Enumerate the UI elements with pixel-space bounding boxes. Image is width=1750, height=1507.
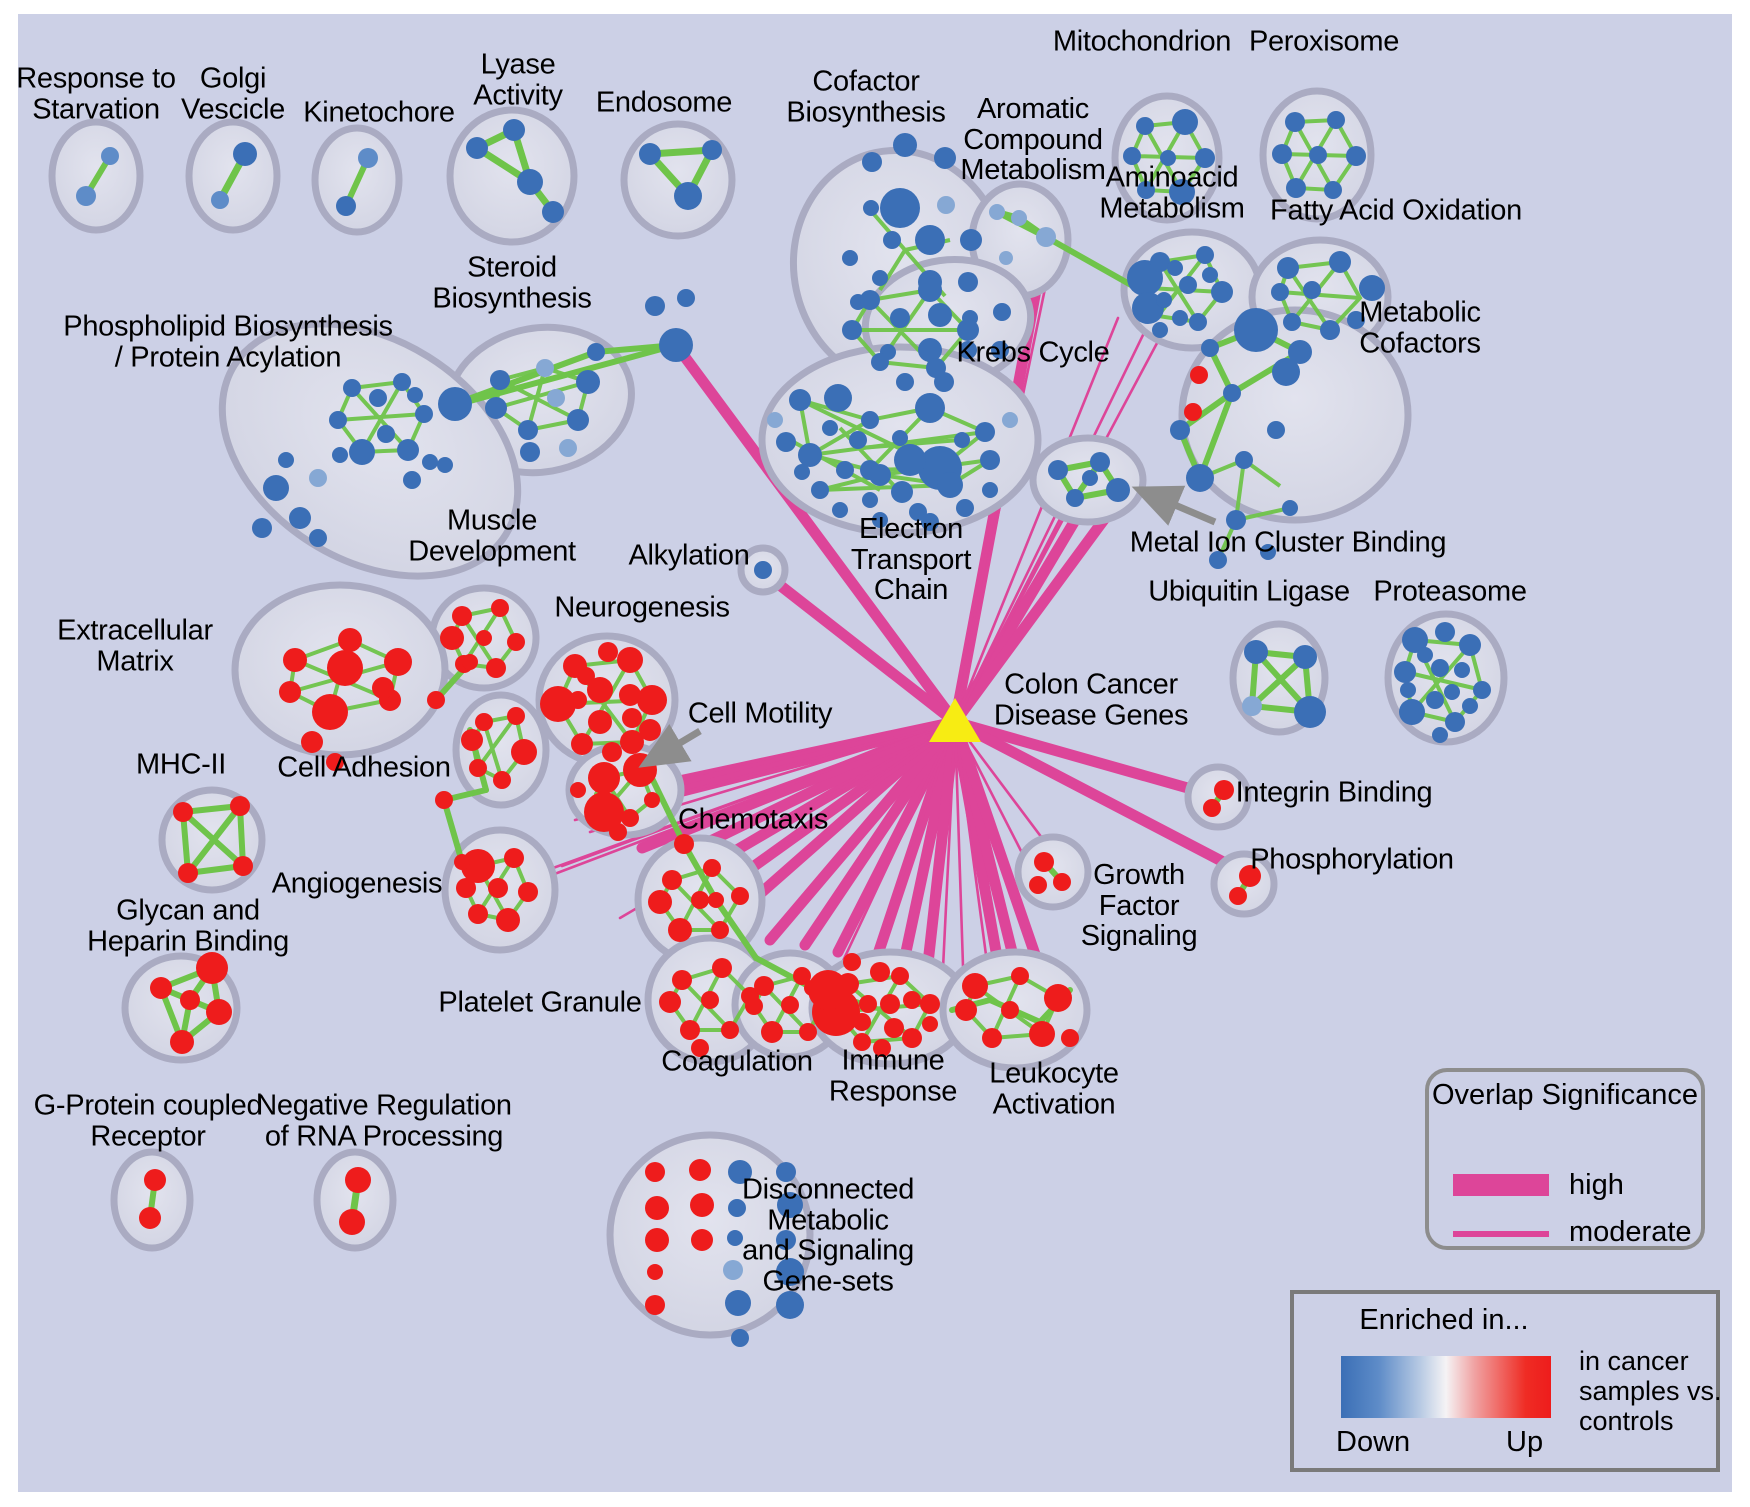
hub-label: Colon Cancer Disease Genes — [993, 668, 1189, 731]
legend-context-label: in cancer samples vs. controls — [1579, 1346, 1722, 1437]
cluster-label-extracellular-matrix: Extracellular Matrix — [57, 614, 213, 677]
legend-enriched-title: Enriched in... — [1359, 1304, 1529, 1336]
cluster-label-alkylation: Alkylation — [628, 539, 750, 572]
cluster-label-ubiquitin-ligase: Ubiquitin Ligase — [1148, 575, 1350, 608]
cluster-label-electron-transport-chain: Electron Transport Chain — [850, 512, 972, 607]
gene-set-nodes — [76, 109, 1491, 1347]
cluster-label-cell-adhesion: Cell Adhesion — [277, 751, 451, 784]
legend-overlap-title: Overlap Significance — [1432, 1079, 1698, 1111]
cluster-label-metabolic-cofactors: Metabolic Cofactors — [1359, 296, 1481, 359]
cluster-label-metal-ion-cluster-binding: Metal Ion Cluster Binding — [1129, 526, 1447, 559]
cluster-label-platelet-granule: Platelet Granule — [438, 986, 642, 1019]
cluster-label-response-to-starvation: Response to Starvation — [16, 62, 176, 125]
blob-metabolic-cofactors — [1178, 306, 1412, 524]
cluster-label-fatty-acid-oxidation: Fatty Acid Oxidation — [1270, 194, 1522, 227]
cluster-label-coagulation: Coagulation — [661, 1045, 813, 1078]
legend-enriched-in: Enriched in... Down Up in cancer samples… — [1290, 1290, 1722, 1472]
cluster-label-cofactor-biosynthesis: Cofactor Biosynthesis — [786, 65, 946, 128]
cluster-label-aromatic-compound-metabolism: Aromatic Compound Metabolism — [960, 92, 1106, 187]
legend-moderate-swatch — [1453, 1231, 1549, 1237]
legend-overlap-significance: Overlap Significance high moderate — [1425, 1068, 1705, 1250]
cluster-label-steroid-biosynthesis: Steroid Biosynthesis — [432, 251, 592, 314]
cluster-label-krebs-cycle: Krebs Cycle — [956, 336, 1110, 369]
cluster-label-g-protein-coupled-receptor: G-Protein coupled Receptor — [33, 1089, 263, 1152]
cluster-label-kinetochore: Kinetochore — [303, 96, 455, 129]
cluster-label-peroxisome: Peroxisome — [1248, 25, 1400, 58]
cluster-label-mitochondrion: Mitochondrion — [1052, 25, 1232, 58]
cluster-label-chemotaxis: Chemotaxis — [677, 803, 829, 836]
cluster-label-glycan-heparin-binding: Glycan and Heparin Binding — [87, 894, 289, 957]
legend-down-label: Down — [1336, 1426, 1411, 1458]
hub-triangle-icon — [929, 698, 981, 742]
cluster-label-proteasome: Proteasome — [1373, 575, 1527, 608]
cluster-label-lyase-activity: Lyase Activity — [473, 48, 563, 111]
cluster-label-integrin-binding: Integrin Binding — [1235, 776, 1433, 809]
legend-high-swatch — [1453, 1174, 1549, 1196]
cluster-label-neurogenesis: Neurogenesis — [554, 591, 730, 624]
cluster-label-disconnected-gene-sets: Disconnected Metabolic and Signaling Gen… — [741, 1173, 915, 1298]
cluster-label-muscle-development: Muscle Development — [408, 504, 576, 567]
cluster-label-golgi-vesicle: Golgi Vescicle — [181, 62, 285, 125]
cluster-label-phosphorylation: Phosphorylation — [1250, 843, 1454, 876]
legend-up-label: Up — [1506, 1426, 1544, 1458]
cluster-label-growth-factor-signaling: Growth Factor Signaling — [1080, 858, 1198, 953]
legend-color-gradient-bar — [1341, 1356, 1551, 1418]
metal-ion-arrow — [1131, 485, 1217, 526]
legend-high-label: high — [1569, 1169, 1624, 1201]
cluster-label-immune-response: Immune Response — [828, 1044, 958, 1107]
cell-motility-arrow — [638, 724, 702, 768]
cluster-label-cell-motility: Cell Motility — [687, 697, 833, 730]
cluster-label-leukocyte-activation: Leukocyte Activation — [989, 1057, 1119, 1120]
cluster-label-negative-regulation-rna: Negative Regulation of RNA Processing — [256, 1089, 512, 1152]
cluster-label-phospholipid-biosynthesis: Phospholipid Biosynthesis / Protein Acyl… — [63, 310, 393, 373]
cluster-label-endosome: Endosome — [595, 86, 733, 119]
cluster-label-aminoacid-metabolism: Aminoacid Metabolism — [1099, 161, 1245, 224]
cluster-label-angiogenesis: Angiogenesis — [271, 867, 443, 900]
cluster-label-mhc-ii: MHC-II — [135, 748, 227, 781]
legend-moderate-label: moderate — [1569, 1216, 1692, 1248]
